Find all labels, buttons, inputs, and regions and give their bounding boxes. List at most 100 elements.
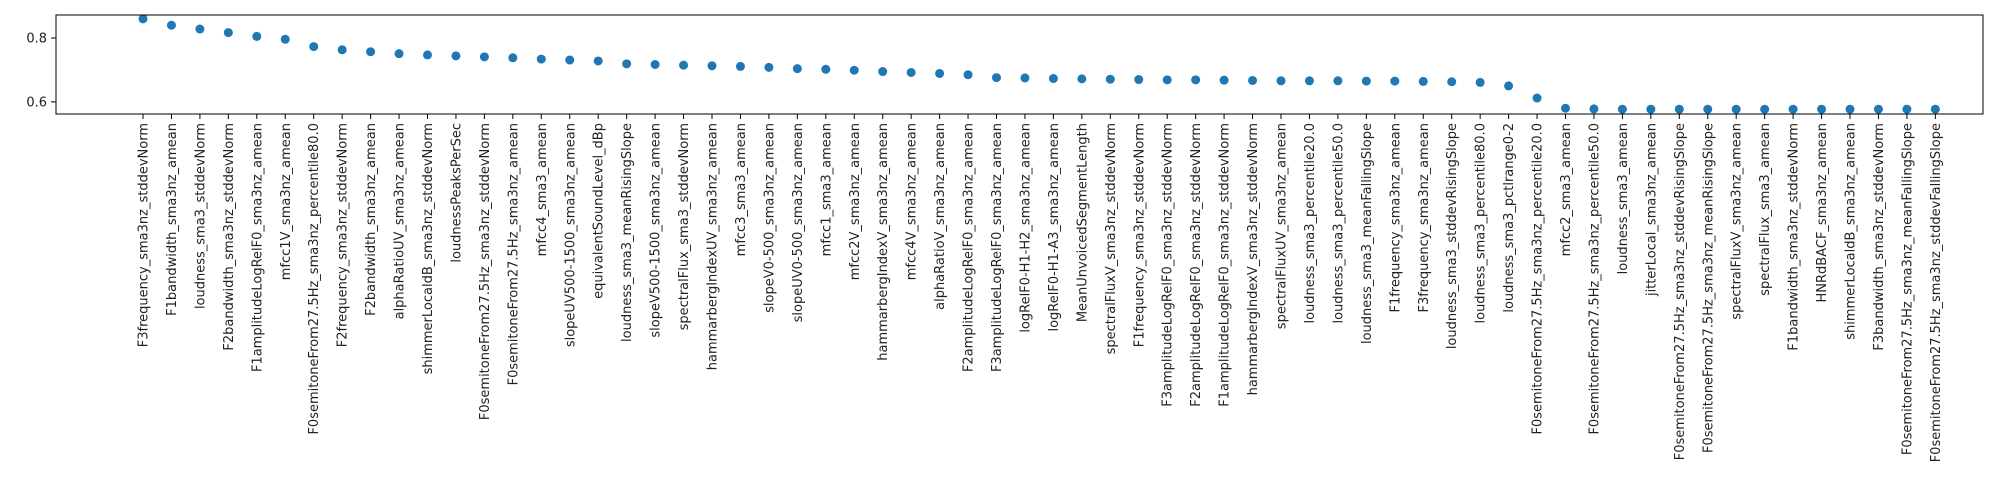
data-point [1447,77,1457,87]
x-tick-label: F2amplitudeLogRelF0_sma3nz_stddevNorm [1189,123,1204,407]
x-tick-label: spectralFluxV_sma3nz_stddevNorm [1104,123,1119,354]
data-point [1276,76,1286,86]
data-point [451,51,461,61]
x-tick-label: F1bandwidth_sma3nz_amean [165,123,180,316]
x-tick-label: HNRdBACF_sma3nz_amean [1815,123,1830,303]
data-point [906,67,916,77]
data-point [593,56,603,66]
x-tick-label: logRelF0-H1-A3_sma3nz_amean [1047,123,1062,332]
x-tick-label: logRelF0-H1-H2_sma3nz_amean [1018,123,1033,333]
x-tick-label: F2amplitudeLogRelF0_sma3nz_amean [962,123,977,372]
x-tick-label: F0semitoneFrom27.5Hz_sma3nz_percentile50… [1587,123,1602,435]
x-tick-label: loudness_sma3_percentile20.0 [1303,123,1318,323]
x-tick-label: F3bandwidth_sma3nz_stddevNorm [1872,123,1887,351]
data-point [935,68,945,78]
data-point [1020,73,1030,83]
data-point [1191,75,1201,85]
x-tick-label: F0semitoneFrom27.5Hz_sma3nz_stddevNorm [478,123,493,420]
plot-area [56,15,1983,114]
data-point [280,34,290,44]
data-point [650,60,660,69]
data-point [565,55,575,65]
data-point [1475,77,1485,87]
data-point [166,20,176,30]
x-tick-label: loudness_sma3_pctlrange0-2 [1502,123,1517,313]
data-point [1674,104,1684,114]
data-point [1105,74,1115,84]
data-point [1617,104,1627,114]
x-tick-label: loudness_sma3_stddevRisingSlope [1445,123,1460,349]
x-tick-label: loudness_sma3_amean [1616,123,1631,274]
x-tick-label: spectralFluxUV_sma3nz_amean [1275,123,1290,329]
data-point [679,60,689,70]
x-tick-label: F0semitoneFrom27.5Hz_sma3nz_stddevRising… [1673,123,1688,460]
data-point [821,64,831,74]
x-tick-label: F1bandwidth_sma3nz_stddevNorm [1787,123,1802,351]
x-tick-label: loudness_sma3_meanRisingSlope [620,123,635,342]
x-tick-label: F0semitoneFrom27.5Hz_sma3nz_percentile80… [307,123,322,435]
data-point [252,31,262,41]
x-tick-label: F2bandwidth_sma3nz_amean [364,123,379,316]
x-tick-label: F3amplitudeLogRelF0_sma3nz_amean [990,123,1005,372]
data-point [707,61,717,71]
data-point [1134,75,1144,85]
data-points [138,14,1940,114]
data-point [849,65,859,75]
data-point [1902,104,1912,114]
data-point [1219,75,1229,85]
x-tick-label: spectralFlux_sma3_amean [1758,123,1773,296]
data-point [1248,75,1258,85]
data-point [878,67,888,77]
x-tick-label: mfcc1V_sma3nz_amean [279,123,294,280]
data-point [1760,104,1770,114]
data-point [1418,76,1428,86]
x-tick-label: jitterLocal_sma3nz_amean [1644,123,1659,297]
data-point [1333,76,1343,86]
data-point [394,49,404,59]
x-tick-label: MeanUnvoicedSegmentLength [1075,123,1090,322]
x-tick-label: equivalentSoundLevel_dBp [592,123,607,299]
data-point [1048,74,1058,84]
data-point [792,64,802,74]
x-tick-label: mfcc1_sma3_amean [819,123,834,256]
data-point [1845,104,1855,114]
x-tick-label: F0semitoneFrom27.5Hz_sma3nz_amean [506,123,521,385]
x-tick-label: loudness_sma3_meanFallingSlope [1360,123,1375,344]
x-tick-label: F0semitoneFrom27.5Hz_sma3nz_percentile20… [1531,123,1546,435]
x-axis: F3frequency_sma3nz_stddevNorm F1bandwidth… [137,114,1944,462]
data-point [735,61,745,71]
x-tick-label: spectralFluxV_sma3nz_amean [1730,123,1745,320]
data-point [195,24,205,34]
plot-frame [55,14,1984,115]
x-tick-label: mfcc4V_sma3nz_amean [905,123,920,280]
x-tick-label: F1amplitudeLogRelF0_sma3nz_stddevNorm [1218,123,1233,407]
x-tick-label: loudnessPeaksPerSec [449,123,464,263]
x-tick-label: F3frequency_sma3nz_amean [1417,123,1432,313]
y-axis: 0.6 0.8 [26,31,56,110]
x-tick-label: F3frequency_sma3nz_stddevNorm [137,123,152,347]
x-tick-label: hammarbergIndexV_sma3nz_amean [876,123,891,361]
x-tick-label: hammarbergIndexUV_sma3nz_amean [706,123,721,370]
data-point [423,50,432,60]
x-tick-label: shimmerLocaldB_sma3nz_amean [1844,123,1859,340]
x-tick-label: F1frequency_sma3nz_stddevNorm [1132,123,1147,347]
data-point [1532,93,1542,103]
x-tick-label: loudness_sma3_stddevNorm [193,123,208,309]
x-tick-label: slopeV500-1500_sma3nz_amean [649,123,664,338]
data-point [1788,104,1798,114]
data-point [1504,81,1514,91]
data-point [963,70,973,80]
data-point [1731,104,1741,114]
data-point [1304,76,1314,86]
data-point [1077,74,1087,84]
x-tick-label: F1frequency_sma3nz_amean [1388,123,1403,313]
data-point [479,52,489,62]
x-tick-label: F2bandwidth_sma3nz_stddevNorm [222,123,237,351]
data-point [1561,103,1570,113]
data-point [1646,104,1656,114]
x-tick-label: loudness_sma3_percentile80.0 [1474,123,1489,323]
x-tick-label: spectralFlux_sma3_stddevNorm [677,123,692,330]
data-point [1162,75,1172,85]
data-point [337,45,347,55]
